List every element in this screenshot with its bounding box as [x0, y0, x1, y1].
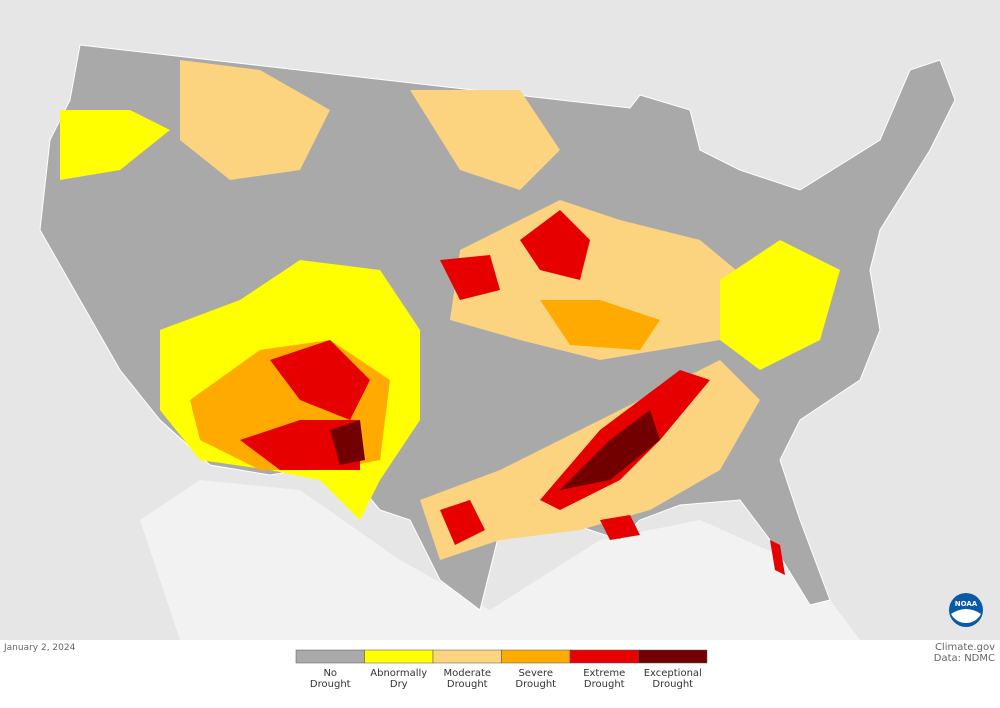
legend-label: No	[323, 668, 337, 679]
legend-label: Dry	[390, 679, 408, 690]
source: Data: NDMC	[934, 653, 995, 664]
legend-swatch	[432, 649, 502, 664]
legend: NoDroughtAbnormallyDryModerateDroughtSev…	[295, 649, 708, 690]
legend-swatch	[295, 649, 365, 664]
noaa-logo-text: NOAA	[955, 600, 978, 608]
legend-label: Moderate	[443, 668, 491, 679]
noaa-logo-wave	[951, 609, 981, 623]
legend-label: Drought	[515, 679, 556, 690]
legend-swatch	[638, 649, 708, 664]
legend-label: Drought	[584, 679, 625, 690]
credit: Climate.gov	[935, 642, 995, 653]
legend-swatch	[569, 649, 639, 664]
legend-label: Drought	[310, 679, 351, 690]
legend-label: Drought	[652, 679, 693, 690]
legend-label: Exceptional	[644, 668, 702, 679]
date: January 2, 2024	[3, 643, 76, 653]
drought-areas	[60, 60, 840, 575]
legend-swatch	[364, 649, 434, 664]
legend-label: Severe	[518, 668, 553, 679]
legend-label: Extreme	[583, 668, 625, 679]
legend-label: Abnormally	[370, 668, 427, 679]
legend-label: Drought	[447, 679, 488, 690]
legend-swatch	[501, 649, 571, 664]
footer	[0, 640, 1000, 704]
